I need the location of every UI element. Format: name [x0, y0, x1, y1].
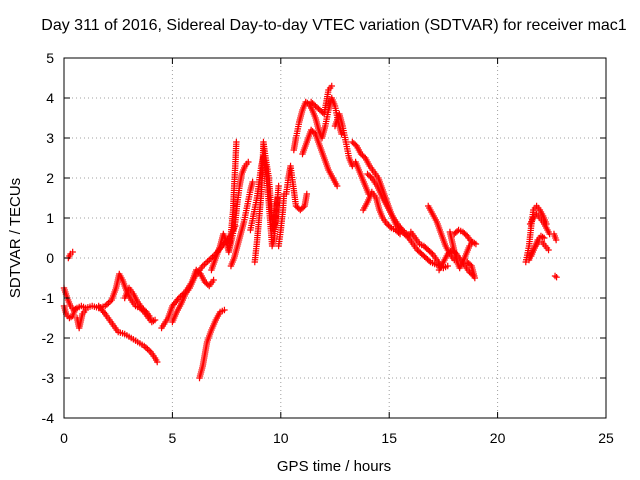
data-point	[144, 345, 151, 353]
data-point	[303, 190, 311, 198]
x-tick-label: 10	[273, 430, 289, 446]
data-point	[275, 182, 282, 190]
grid-lines	[64, 58, 606, 418]
x-tick-label: 25	[598, 430, 614, 446]
data-point	[399, 227, 407, 234]
data-point	[249, 178, 256, 186]
y-tick-label: 2	[46, 170, 54, 186]
plot-frame	[63, 57, 607, 419]
data-point	[367, 173, 374, 180]
data-point	[105, 299, 112, 307]
data-point	[396, 230, 404, 238]
data-point	[552, 236, 560, 244]
data-point	[201, 261, 208, 268]
data-point	[141, 307, 149, 314]
data-point	[233, 138, 240, 146]
data-point	[82, 306, 89, 314]
x-axis-label: GPS time / hours	[277, 458, 391, 475]
data-point	[551, 272, 559, 280]
y-tick-label: -4	[42, 410, 55, 426]
data-point	[328, 82, 335, 90]
y-tick-label: 0	[46, 250, 54, 266]
data-point	[245, 158, 252, 166]
x-tick-label: 0	[60, 430, 68, 446]
data-point	[333, 182, 341, 190]
data-point	[466, 261, 474, 268]
data-point	[210, 276, 217, 284]
data-point	[147, 314, 154, 322]
data-point	[202, 259, 210, 267]
chart-title: Day 311 of 2016, Sidereal Day-to-day VTE…	[41, 17, 627, 34]
data-markers	[60, 82, 560, 382]
data-point	[71, 306, 79, 314]
data-point	[545, 246, 552, 254]
y-axis-label: SDTVAR / TECUs	[7, 178, 24, 298]
x-tick-label: 15	[381, 430, 397, 446]
data-point	[471, 274, 479, 282]
y-tick-label: 1	[46, 210, 54, 226]
data-point	[427, 249, 435, 256]
data-point	[274, 194, 281, 202]
data-point	[541, 234, 548, 242]
y-tick-label: -3	[42, 370, 55, 386]
x-tick-label: 5	[169, 430, 177, 446]
data-point	[204, 281, 212, 288]
y-tick-label: 5	[46, 50, 54, 66]
y-tick-label: -2	[42, 330, 55, 346]
data-point	[154, 358, 161, 366]
data-point	[444, 262, 451, 270]
data-point	[395, 229, 402, 236]
data-point	[462, 231, 470, 238]
data-point	[352, 141, 359, 148]
data-point	[472, 240, 480, 248]
data-point	[360, 153, 368, 160]
data-point	[553, 274, 560, 281]
x-tick-label: 20	[490, 430, 506, 446]
data-point	[204, 258, 211, 265]
data-point	[69, 248, 76, 256]
y-tick-label: -1	[42, 290, 55, 306]
data-point	[468, 238, 475, 246]
y-tick-label: 4	[46, 90, 54, 106]
data-point	[386, 223, 394, 230]
y-tick-labels: -4 -3 -2 -1 0 1 2 3 4 5	[42, 50, 55, 426]
data-point	[145, 347, 153, 354]
data-point	[425, 257, 433, 264]
y-tick-label: 3	[46, 130, 54, 146]
data-point	[310, 129, 318, 136]
data-point	[151, 316, 159, 324]
data-point	[221, 306, 228, 314]
axis-ticks	[63, 57, 607, 419]
data-point	[300, 204, 307, 211]
data-point	[539, 233, 546, 241]
x-tick-labels: 0 5 10 15 20 25	[60, 430, 614, 446]
